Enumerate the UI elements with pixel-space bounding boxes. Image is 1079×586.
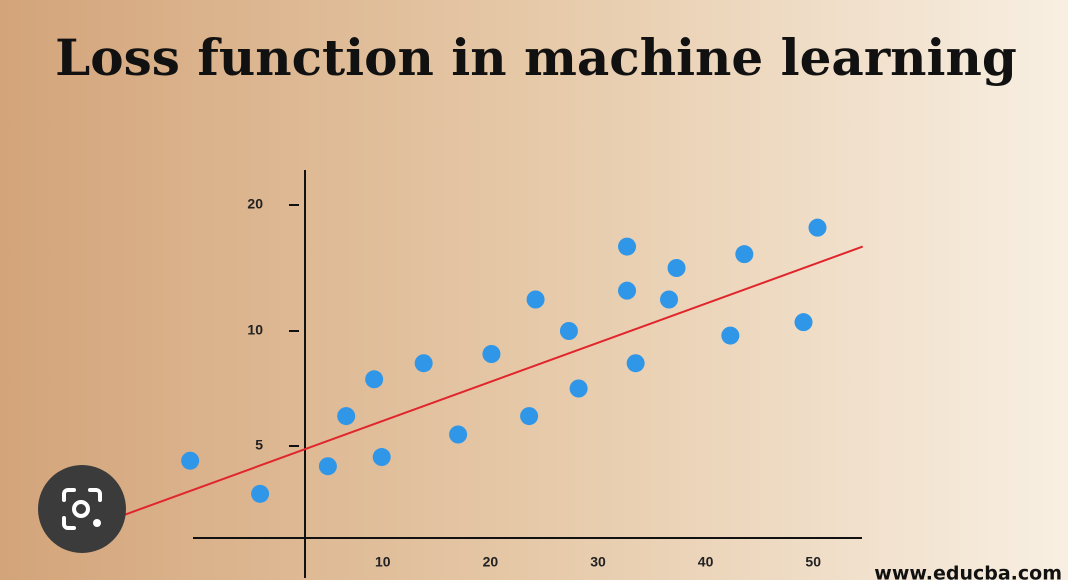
point bbox=[626, 354, 645, 373]
x-tick-label: 30 bbox=[590, 554, 606, 570]
x-tick-label: 40 bbox=[698, 554, 714, 570]
chart-title: Loss function in machine learning bbox=[55, 28, 1017, 87]
point bbox=[414, 354, 433, 373]
point bbox=[365, 370, 384, 389]
plot: 5 10 20 10 20 30 40 50 bbox=[105, 196, 864, 570]
point bbox=[449, 425, 468, 444]
lens-circle[interactable] bbox=[38, 465, 126, 553]
point bbox=[559, 322, 578, 340]
point bbox=[318, 457, 337, 476]
watermark: www.educba.com bbox=[874, 563, 1062, 585]
x-tick-label: 10 bbox=[375, 554, 391, 570]
point bbox=[808, 218, 827, 237]
point bbox=[181, 451, 200, 470]
point bbox=[618, 237, 637, 256]
point bbox=[667, 259, 686, 277]
point bbox=[660, 290, 679, 309]
point bbox=[372, 448, 391, 467]
lens-icon-dot bbox=[93, 519, 101, 527]
y-tick-label: 20 bbox=[247, 196, 263, 212]
y-tick-label: 10 bbox=[247, 322, 263, 338]
point bbox=[520, 407, 539, 426]
point bbox=[618, 281, 637, 300]
point bbox=[794, 313, 813, 332]
point bbox=[337, 407, 356, 426]
point bbox=[735, 245, 754, 264]
lens-icon-center bbox=[72, 500, 90, 518]
x-tick-label: 50 bbox=[805, 554, 821, 570]
point bbox=[482, 345, 501, 363]
lens-icon bbox=[62, 488, 102, 530]
regression-line bbox=[105, 245, 864, 523]
point bbox=[721, 326, 740, 345]
point bbox=[526, 290, 545, 309]
x-tick-label: 20 bbox=[483, 554, 499, 570]
point bbox=[251, 484, 270, 503]
y-tick-label: 5 bbox=[255, 437, 263, 453]
point bbox=[569, 379, 588, 398]
lens-button[interactable] bbox=[38, 465, 126, 553]
background bbox=[0, 0, 1068, 580]
